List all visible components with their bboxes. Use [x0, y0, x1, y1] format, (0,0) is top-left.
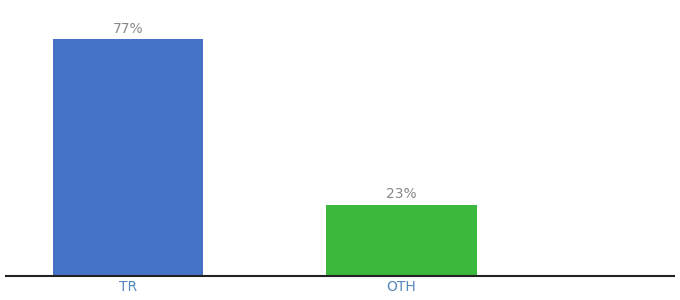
Text: 77%: 77% — [113, 22, 143, 36]
Bar — [53, 39, 203, 276]
Text: 23%: 23% — [386, 187, 417, 201]
Bar — [326, 205, 477, 276]
